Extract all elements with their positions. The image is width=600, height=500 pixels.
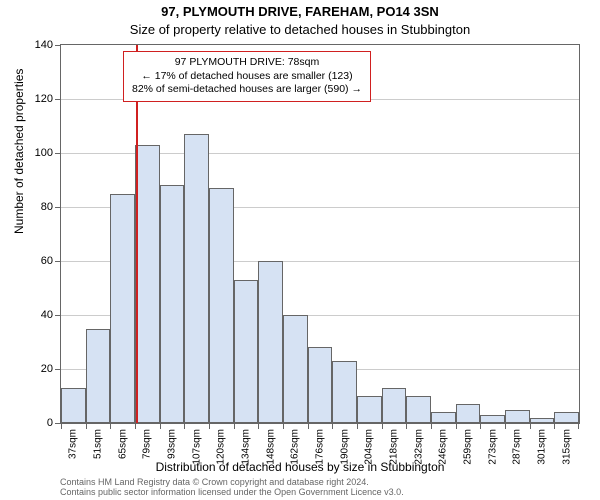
x-tick — [209, 424, 210, 429]
y-axis-title: Number of detached properties — [12, 69, 26, 234]
histogram-bar — [184, 134, 209, 423]
x-tick — [530, 424, 531, 429]
x-tick — [456, 424, 457, 429]
histogram-bar — [258, 261, 283, 423]
histogram-bar — [283, 315, 308, 423]
x-tick — [135, 424, 136, 429]
histogram-bar — [209, 188, 234, 423]
histogram-bar — [456, 404, 481, 423]
x-tick — [283, 424, 284, 429]
histogram-bar — [135, 145, 160, 423]
x-tick-label: 93sqm — [167, 429, 178, 459]
annotation-line: 82% of semi-detached houses are larger (… — [132, 83, 362, 97]
y-tick-label: 0 — [47, 417, 53, 429]
x-tick — [110, 424, 111, 429]
x-axis-title: Distribution of detached houses by size … — [0, 460, 600, 474]
page-title-line1: 97, PLYMOUTH DRIVE, FAREHAM, PO14 3SN — [0, 4, 600, 19]
annotation-line: ← 17% of detached houses are smaller (12… — [132, 70, 362, 84]
y-tick — [55, 261, 60, 262]
histogram-bar — [110, 194, 135, 424]
x-tick — [184, 424, 185, 429]
x-tick-label: 79sqm — [142, 429, 153, 459]
histogram-bar — [554, 412, 579, 423]
annotation-line: 97 PLYMOUTH DRIVE: 78sqm — [132, 56, 362, 70]
y-tick — [55, 45, 60, 46]
y-tick-label: 100 — [35, 147, 53, 159]
histogram-bar — [480, 415, 505, 423]
histogram-bar — [160, 185, 185, 423]
histogram-bar — [332, 361, 357, 423]
y-tick — [55, 99, 60, 100]
x-tick — [578, 424, 579, 429]
x-tick — [234, 424, 235, 429]
histogram-bar — [431, 412, 456, 423]
annotation-box: 97 PLYMOUTH DRIVE: 78sqm← 17% of detache… — [123, 51, 371, 102]
y-tick-label: 80 — [41, 201, 53, 213]
x-tick — [86, 424, 87, 429]
y-tick — [55, 207, 60, 208]
x-tick — [160, 424, 161, 429]
x-tick-label: 51sqm — [93, 429, 104, 459]
y-tick-label: 120 — [35, 93, 53, 105]
y-tick — [55, 369, 60, 370]
y-tick-label: 20 — [41, 363, 53, 375]
x-tick — [406, 424, 407, 429]
histogram-bar — [61, 388, 86, 423]
x-tick-label: 65sqm — [117, 429, 128, 459]
y-tick-label: 140 — [35, 39, 53, 51]
histogram-bar — [357, 396, 382, 423]
x-tick — [431, 424, 432, 429]
histogram-bar — [530, 418, 555, 423]
x-tick — [382, 424, 383, 429]
y-tick — [55, 423, 60, 424]
histogram-bar — [505, 410, 530, 424]
x-tick — [308, 424, 309, 429]
x-tick — [61, 424, 62, 429]
page-title-line2: Size of property relative to detached ho… — [0, 22, 600, 37]
footnote: Contains HM Land Registry data © Crown c… — [60, 478, 404, 498]
y-tick-label: 40 — [41, 309, 53, 321]
y-tick — [55, 153, 60, 154]
histogram-bar — [406, 396, 431, 423]
x-tick — [332, 424, 333, 429]
histogram-bar — [308, 347, 333, 423]
histogram-bar — [234, 280, 259, 423]
x-tick — [357, 424, 358, 429]
y-tick-label: 60 — [41, 255, 53, 267]
x-tick — [480, 424, 481, 429]
x-tick — [258, 424, 259, 429]
x-tick-label: 37sqm — [68, 429, 79, 459]
histogram-bar — [86, 329, 111, 424]
x-tick — [505, 424, 506, 429]
footnote-line2: Contains public sector information licen… — [60, 488, 404, 498]
y-tick — [55, 315, 60, 316]
histogram-bar — [382, 388, 407, 423]
x-tick — [554, 424, 555, 429]
chart-plot-area: 02040608010012014037sqm51sqm65sqm79sqm93… — [60, 44, 580, 424]
